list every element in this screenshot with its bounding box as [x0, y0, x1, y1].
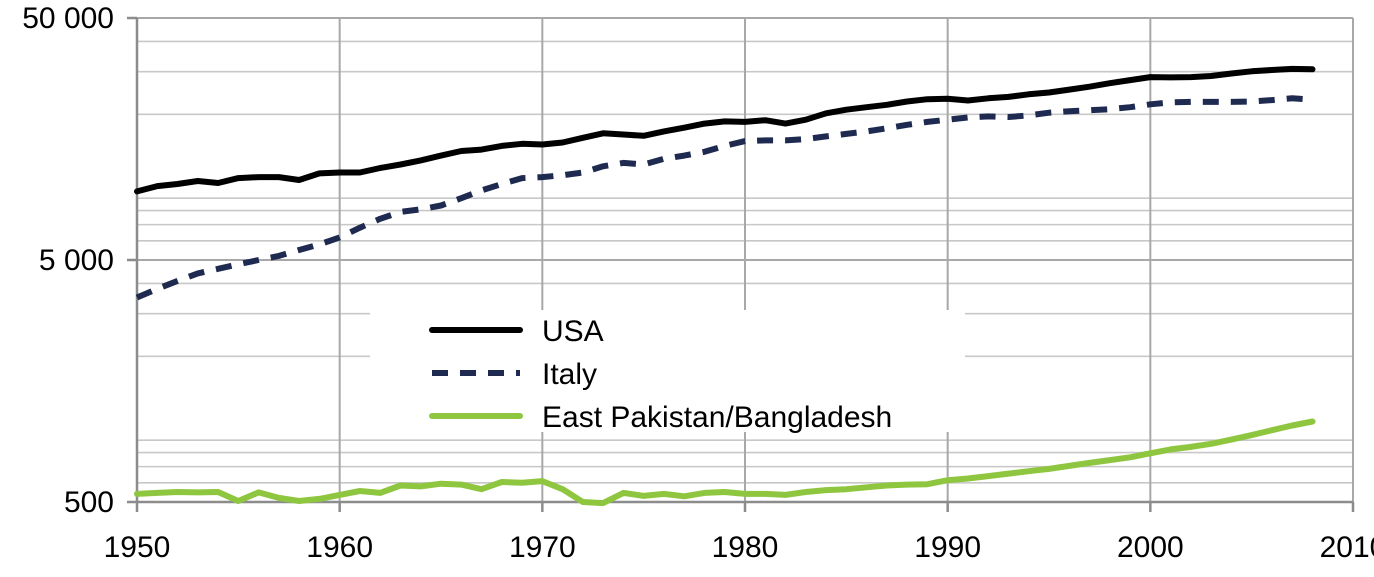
x-tick-label: 1970 — [509, 531, 576, 564]
x-tick-label: 1950 — [104, 531, 171, 564]
legend-label-2: Italy — [542, 358, 597, 391]
legend-label-3: East Pakistan/Bangladesh — [542, 401, 892, 434]
x-tick-label: 2010 — [1320, 531, 1374, 564]
x-tick-label: 2000 — [1117, 531, 1184, 564]
series-line-2 — [135, 95, 1313, 301]
series-line-1 — [134, 65, 1316, 195]
series-line-3 — [134, 418, 1316, 507]
x-tick-label: 1960 — [306, 531, 373, 564]
y-tick-label: 500 — [64, 486, 114, 519]
legend-label-1: USA — [542, 315, 604, 348]
x-tick-label: 1990 — [914, 531, 981, 564]
tick-labels: 500 5 000 50 000 1950 1960 1970 1980 1990 2000 20… — [22, 2, 1374, 564]
series-layer — [134, 65, 1316, 507]
axes — [127, 16, 1355, 512]
y-tick-label: 50 000 — [22, 2, 114, 35]
x-tick-label: 1980 — [712, 531, 779, 564]
legend: USA Italy East Pakistan/Bangladesh — [370, 310, 965, 434]
y-tick-label: 5 000 — [39, 244, 114, 277]
